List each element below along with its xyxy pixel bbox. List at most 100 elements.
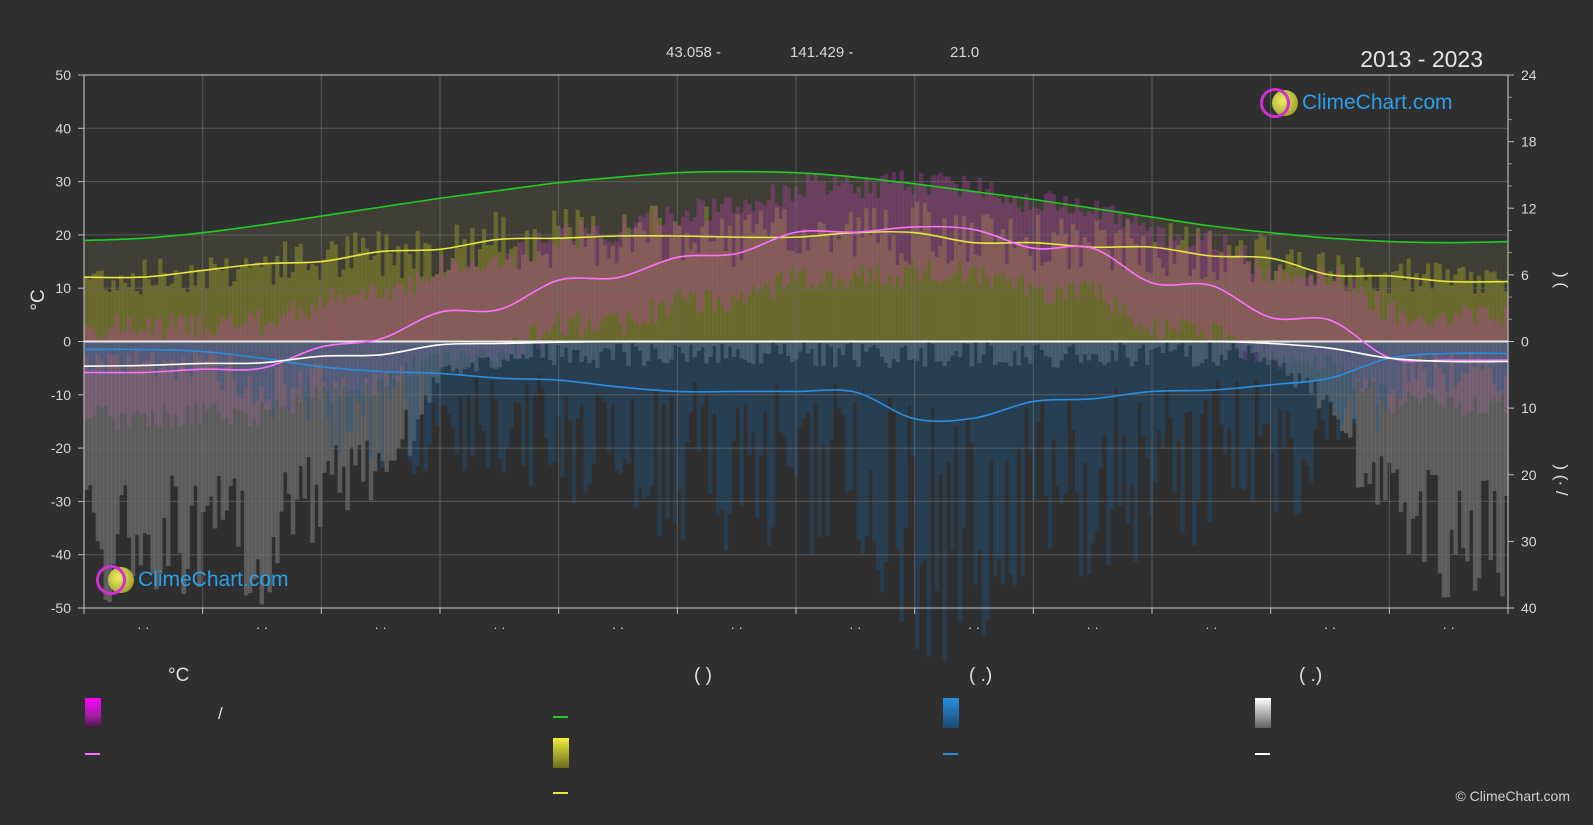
temp-range-bar (1305, 277, 1310, 361)
rain-bar (922, 341, 928, 561)
sunshine-bar (271, 284, 276, 342)
snow-bar (107, 341, 112, 603)
left-tick-label: 0 (63, 334, 71, 350)
sunshine-bar (158, 258, 163, 342)
snow-bar (462, 341, 467, 370)
sunshine-bar (1000, 229, 1006, 342)
sunshine-bar (938, 246, 943, 342)
rain-bar (1312, 341, 1318, 430)
snow-bar (1394, 341, 1400, 470)
left-axis-label: °C (28, 289, 49, 310)
rain-bar (1035, 341, 1041, 423)
sunshine-bar (337, 276, 343, 342)
snow-bar (719, 341, 725, 345)
rain-bar (641, 341, 647, 499)
sunshine-bar (731, 266, 737, 342)
snow-bar (162, 341, 167, 518)
rain-line-swatch (943, 753, 958, 755)
snow-bar (844, 341, 850, 344)
sunshine-bar (727, 225, 733, 342)
snow-bar (1168, 341, 1174, 352)
rain-bar (606, 341, 612, 453)
snow-bar (115, 341, 120, 535)
logo-text: ClimeChart.com (1302, 91, 1453, 114)
rain-bar (1441, 341, 1447, 374)
daylight-bar (895, 181, 900, 342)
snow-bar (466, 341, 471, 368)
logo-bottom[interactable]: ClimeChart.com (96, 565, 289, 595)
sunshine-bar (1465, 280, 1470, 342)
temp-range-bar (1277, 266, 1283, 370)
rain-bar (115, 341, 120, 355)
rain-bar (852, 341, 858, 403)
sunshine-bar (208, 257, 214, 342)
snow-bar (1320, 341, 1326, 400)
snow-bar (271, 341, 276, 537)
rain-bar (872, 341, 877, 542)
left-tick-label: -20 (51, 440, 71, 456)
logo-top[interactable]: ClimeChart.com (1260, 88, 1453, 118)
rain-bar (189, 341, 194, 377)
rain-bar (790, 341, 795, 468)
sunshine-bar (1363, 280, 1369, 342)
sunshine-bar (466, 267, 471, 342)
snow-bar (1488, 341, 1493, 561)
temp-range-bar (1262, 280, 1267, 346)
daylight-bar (731, 171, 737, 342)
rain-bar (954, 341, 959, 426)
snow-bar (1141, 341, 1146, 345)
snow-bar (524, 341, 530, 359)
rain-bar (1184, 341, 1189, 413)
snow-bar (1426, 341, 1431, 470)
snow-bar (840, 341, 846, 356)
rain-bar (263, 341, 268, 402)
sunshine-bar (716, 236, 721, 342)
snow-bar (1328, 341, 1334, 402)
temp-range-bar (1254, 255, 1259, 363)
sunshine-bar (1164, 276, 1170, 342)
sunshine-line (83, 230, 1509, 283)
temp-range-bar (1281, 280, 1287, 356)
right-bottom-tick-label: 10 (1521, 400, 1537, 416)
snow-bar (435, 341, 440, 383)
rain-bar (1125, 341, 1131, 524)
temp-range-bar (1199, 240, 1205, 330)
month-label: · · (1205, 620, 1217, 635)
snow-bar (571, 341, 577, 350)
sunshine-bar (1277, 264, 1283, 342)
rain-bar (595, 341, 600, 393)
sunshine-bar (1336, 255, 1341, 342)
sunshine-bar (388, 253, 393, 342)
temp-range-bar (778, 205, 783, 272)
sunshine-bar (407, 254, 413, 342)
rain-bar (563, 341, 569, 397)
rain-bar (91, 341, 97, 370)
temp-range-bar (673, 222, 678, 295)
sunshine-bar (1223, 272, 1228, 342)
snow-bar (470, 341, 475, 363)
rain-bar (895, 341, 900, 550)
sunshine-bar (1367, 273, 1373, 342)
rain-bar (1383, 341, 1388, 410)
temp-range-bar (435, 275, 440, 354)
snow-bar (240, 341, 245, 491)
snow-bar (758, 341, 764, 364)
temp-range-bar (1195, 232, 1201, 337)
sunshine-bar (1472, 293, 1478, 342)
snow-bar (1445, 341, 1451, 598)
sunshine-bar (856, 217, 861, 342)
left-tick-label: -40 (51, 547, 71, 563)
sunshine-bar (1312, 285, 1318, 342)
rain-bar (1250, 341, 1256, 503)
sunshine-bar (177, 275, 183, 342)
rain-bar (388, 341, 393, 399)
sunshine-bar (400, 278, 405, 342)
rain-bar (236, 341, 241, 397)
sunshine-bar (762, 229, 768, 342)
snow-bar (154, 341, 159, 590)
sunshine-bar (1051, 232, 1057, 342)
snow-bar (517, 341, 522, 359)
rain-bar (1078, 341, 1084, 577)
rain-bar (1137, 341, 1142, 403)
snow-bar (1059, 341, 1064, 361)
